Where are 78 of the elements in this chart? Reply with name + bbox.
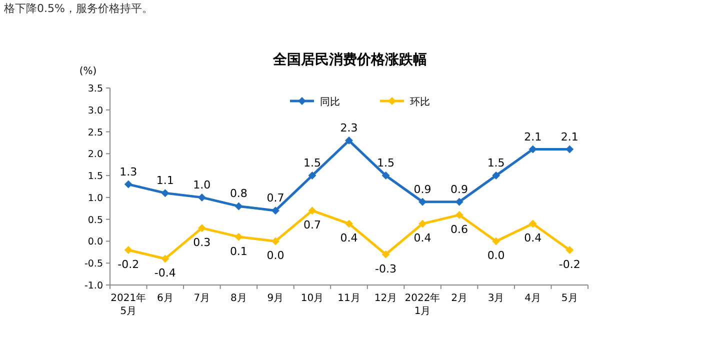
data-label: 0.0 xyxy=(487,249,505,262)
data-label: 0.7 xyxy=(266,192,284,205)
data-label: 0.4 xyxy=(414,232,432,245)
data-label: 1.3 xyxy=(120,165,138,178)
x-tick-label: 7月 xyxy=(194,293,210,304)
x-tick-label: 12月 xyxy=(374,293,398,304)
point xyxy=(455,210,464,219)
x-tick-label: 5月 xyxy=(561,293,578,304)
y-tick-label: 0.0 xyxy=(88,236,103,248)
x-tick-label: 10月 xyxy=(300,293,324,304)
data-label: 1.1 xyxy=(156,174,174,188)
y-tick-label: 3.5 xyxy=(88,84,103,94)
data-label: 0.7 xyxy=(303,218,321,232)
x-tick-label: 3月 xyxy=(488,293,504,304)
x-tick-label: 2022年 1月 xyxy=(404,292,440,317)
point xyxy=(382,250,390,258)
point xyxy=(198,224,206,232)
point xyxy=(566,246,574,254)
point xyxy=(418,220,427,228)
point xyxy=(492,172,500,180)
data-label: 1.5 xyxy=(377,156,395,170)
data-label: 1.5 xyxy=(303,156,321,170)
data-label: 2.1 xyxy=(524,130,542,144)
point xyxy=(198,193,206,202)
point xyxy=(455,198,464,206)
data-label: 0.9 xyxy=(414,182,432,196)
data-label: 0.0 xyxy=(266,249,284,262)
data-label: 0.9 xyxy=(450,182,468,196)
point xyxy=(345,136,353,145)
y-tick-label: -1.0 xyxy=(84,280,103,292)
data-label: -0.3 xyxy=(375,262,397,276)
data-label: 1.5 xyxy=(487,156,505,170)
x-tick-label: 11月 xyxy=(338,293,360,304)
point xyxy=(308,206,316,215)
y-tick-label: 1.0 xyxy=(88,192,103,204)
data-label: 0.4 xyxy=(524,232,542,245)
data-label: 2.1 xyxy=(560,130,578,144)
data-label: 0.8 xyxy=(230,187,248,200)
point xyxy=(271,237,280,246)
x-tick-label: 6月 xyxy=(156,293,174,304)
text: 格下降0.5%，服务价格持平。 xyxy=(3,2,153,15)
point xyxy=(271,206,280,215)
y-tick-label: 1.5 xyxy=(88,171,103,182)
y-tick-label: -0.5 xyxy=(84,258,103,270)
data-label: 1.0 xyxy=(193,178,211,192)
point xyxy=(124,180,132,188)
point xyxy=(528,220,537,228)
data-label: -0.2 xyxy=(558,258,580,271)
point xyxy=(382,172,390,180)
data-label: 0.1 xyxy=(230,244,248,258)
y-axis-title: (%) xyxy=(79,66,97,77)
x-tick-label: 4月 xyxy=(524,293,542,304)
point xyxy=(124,246,132,254)
point xyxy=(234,232,243,241)
point xyxy=(492,237,500,246)
x-tick-label: 8月 xyxy=(230,293,247,304)
x-tick-label: 2021年 5月 xyxy=(110,292,146,317)
data-label: 0.4 xyxy=(340,232,358,245)
point xyxy=(161,254,170,263)
data-label: -0.2 xyxy=(118,258,140,271)
chart-title: 全国居民消费价格涨跌幅 xyxy=(272,52,427,68)
y-tick-label: 2.5 xyxy=(88,127,103,138)
data-label: 0.3 xyxy=(193,236,211,250)
data-label: 2.3 xyxy=(340,122,358,135)
point xyxy=(566,145,574,154)
y-tick-label: 3.0 xyxy=(88,105,103,116)
data-label: -0.4 xyxy=(154,266,176,280)
legend-label: 环比 xyxy=(410,96,430,108)
x-tick-label: 2月 xyxy=(451,293,468,304)
y-tick-label: 0.5 xyxy=(88,214,103,226)
point xyxy=(308,172,316,180)
legend-label: 同比 xyxy=(320,96,340,108)
data-label: 0.6 xyxy=(450,222,468,236)
point xyxy=(234,202,243,210)
y-tick-label: 2.0 xyxy=(88,149,103,160)
x-tick-label: 9月 xyxy=(267,293,284,304)
point xyxy=(345,220,353,228)
point xyxy=(161,189,170,198)
